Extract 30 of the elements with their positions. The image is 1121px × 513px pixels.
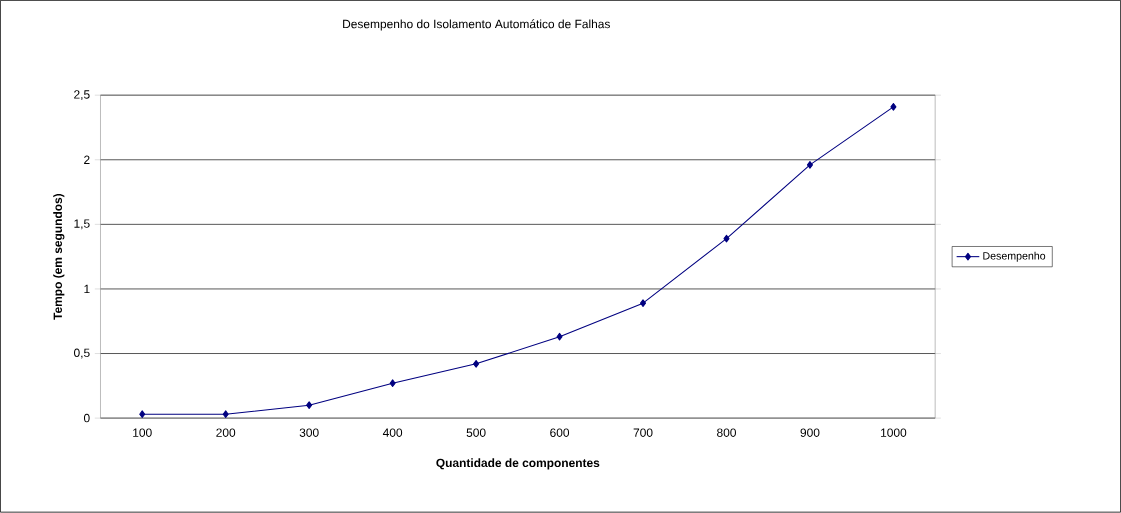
point — [306, 401, 313, 410]
point — [640, 299, 647, 308]
legend-label: Desempenho — [983, 252, 1046, 262]
y-tick-label: 0 — [83, 414, 90, 423]
x-tick-label: 700 — [633, 428, 653, 438]
x-axis-title: Quantidade de componentes — [436, 458, 600, 470]
point — [222, 410, 229, 419]
x-tick-label: 500 — [466, 428, 486, 438]
y-axis-title: Tempo (em segundos) — [53, 194, 65, 321]
point — [473, 360, 480, 368]
point — [723, 234, 730, 243]
y-tick-label: 2,5 — [74, 90, 90, 101]
point — [556, 333, 563, 341]
y-tick-label: 1,5 — [74, 219, 90, 230]
y-tick-label: 1 — [84, 285, 90, 294]
point — [139, 410, 146, 419]
point — [890, 103, 897, 111]
x-tick-label: 300 — [299, 428, 319, 438]
y-tick-label: 0,5 — [73, 348, 90, 359]
chart-title: Desempenho do Isolamento Automático de Falhas — [343, 19, 610, 31]
point — [806, 161, 813, 170]
x-tick-label: 200 — [216, 428, 236, 438]
x-tick-label: 1000 — [881, 428, 907, 438]
x-tick-label: 600 — [550, 428, 570, 438]
y-tick-label: 2 — [84, 155, 90, 165]
x-tick-label: 400 — [382, 428, 403, 438]
point — [389, 379, 396, 388]
x-tick-label: 900 — [800, 428, 820, 438]
x-tick-label: 100 — [133, 428, 152, 438]
x-tick-label: 800 — [717, 428, 736, 438]
